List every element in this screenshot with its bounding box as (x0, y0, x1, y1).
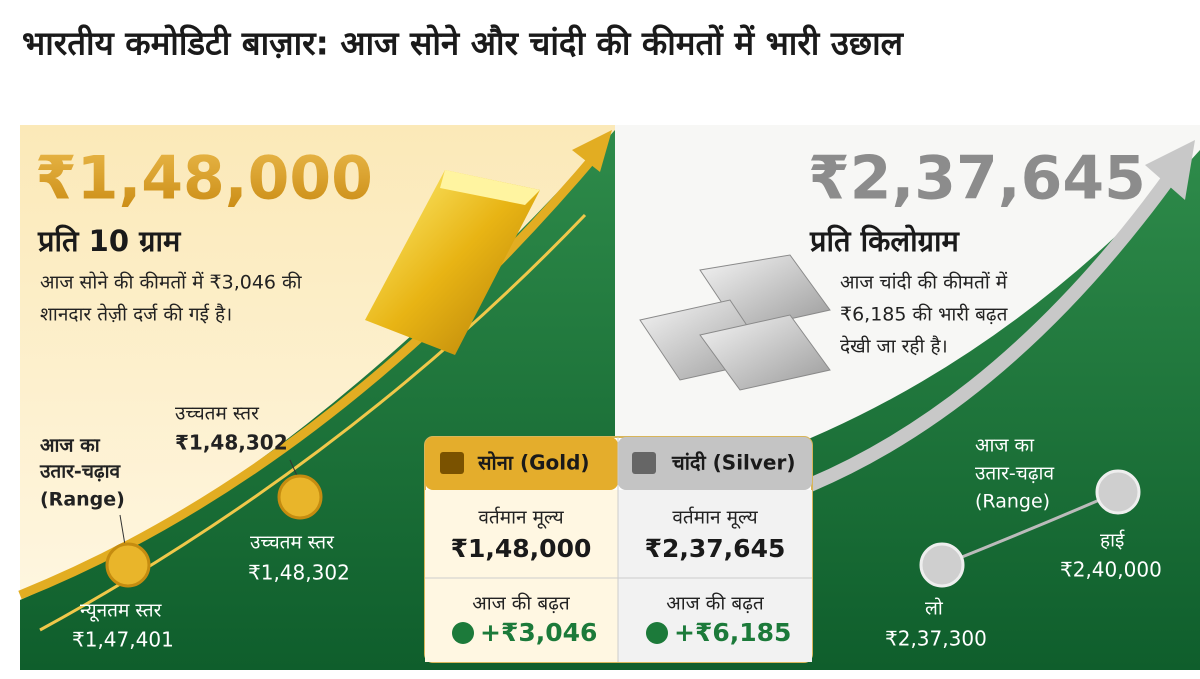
gold-high-label: उच्चतम स्तर (250, 532, 335, 554)
table-cell: वर्तमान मूल्य (478, 506, 564, 530)
silver-range-line (941, 490, 1119, 567)
table-header: चांदी (Silver) (671, 451, 796, 475)
silver-desc: ₹6,185 की भारी बढ़त (840, 303, 1009, 326)
pointer (119, 514, 126, 546)
gold-arrow-head (572, 130, 612, 172)
table-cell: आज की बढ़त (666, 592, 765, 615)
silver-unit: प्रति किलोग्राम (809, 224, 960, 258)
gold-bar-top (440, 170, 540, 205)
silver-price: ₹2,37,645 (808, 144, 1146, 214)
silver-range-label: (Range) (975, 491, 1050, 513)
silver-arrow-head (1145, 140, 1195, 200)
gold-desc: शानदार तेज़ी दर्ज की गई है। (40, 303, 232, 326)
gold-low-value: ₹1,47,401 (72, 628, 174, 652)
silver-range-label: आज का (975, 435, 1035, 457)
silver-low-label: लो (925, 597, 944, 620)
table-cell: +₹3,046 (480, 618, 597, 647)
gold-high-value: ₹1,48,302 (175, 431, 288, 455)
coin (105, 542, 151, 588)
comparison-table (424, 436, 813, 663)
gold-range-label: (Range) (40, 489, 125, 511)
gold-unit: प्रति 10 ग्राम (37, 224, 182, 258)
coin (277, 474, 323, 520)
title: भारतीय कमोडिटी बाज़ार: आज सोने और चांदी … (22, 24, 905, 63)
silver-desc: देखी जा रही है। (840, 335, 948, 358)
silver-desc: आज चांदी की कीमतों में (840, 271, 1008, 294)
gold-bar (365, 170, 540, 355)
silver-high-label: हाई (1100, 529, 1125, 552)
silver-low-value: ₹2,37,300 (885, 627, 987, 651)
gold-high-label: उच्चतम स्तर (175, 403, 260, 425)
table-cell: ₹2,37,645 (645, 534, 786, 563)
gold-price: ₹1,48,000 (35, 144, 373, 214)
gold-desc: आज सोने की कीमतों में ₹3,046 की (40, 271, 303, 294)
table-cell: +₹6,185 (674, 618, 791, 647)
silver-range-label: उतार-चढ़ाव (975, 463, 1054, 485)
coin (919, 542, 965, 588)
table-cell: ₹1,48,000 (451, 534, 592, 563)
silver-arrow (807, 165, 1181, 492)
gold-range-label: आज का (40, 435, 101, 457)
silver-bars (639, 254, 831, 391)
coin (1095, 469, 1141, 515)
table-cell: आज की बढ़त (472, 592, 571, 615)
silver-high-value: ₹2,40,000 (1060, 558, 1162, 582)
table-header: सोना (Gold) (477, 451, 590, 475)
table-cell: वर्तमान मूल्य (672, 506, 758, 530)
gold-low-label: न्यूनतम स्तर (80, 600, 163, 623)
gold-range-label: उतार-चढ़ाव (39, 461, 122, 483)
gold-high-value: ₹1,48,302 (248, 561, 350, 585)
